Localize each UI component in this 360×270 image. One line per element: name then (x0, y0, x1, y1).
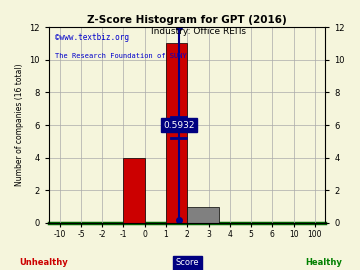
Text: 0.5932: 0.5932 (163, 120, 194, 130)
Y-axis label: Number of companies (16 total): Number of companies (16 total) (15, 64, 24, 186)
Bar (187, 207, 219, 223)
Text: Unhealthy: Unhealthy (19, 258, 68, 267)
Title: Z-Score Histogram for GPT (2016): Z-Score Histogram for GPT (2016) (87, 15, 287, 25)
Text: The Research Foundation of SUNY: The Research Foundation of SUNY (55, 53, 186, 59)
Text: Score: Score (175, 258, 199, 267)
Text: Industry: Office REITs: Industry: Office REITs (150, 27, 246, 36)
Bar (123, 158, 145, 223)
Text: Healthy: Healthy (306, 258, 342, 267)
Bar (166, 43, 187, 223)
Text: ©www.textbiz.org: ©www.textbiz.org (55, 33, 129, 42)
